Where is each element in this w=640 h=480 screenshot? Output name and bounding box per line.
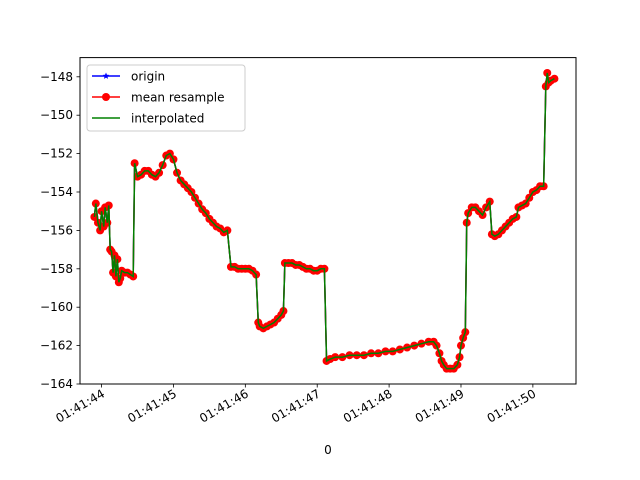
y-tick-label: −154: [40, 185, 73, 199]
y-tick-label: −164: [40, 377, 73, 391]
plot-frame: [79, 57, 577, 385]
legend-star-marker: [102, 72, 110, 79]
legend-circle-marker: [102, 93, 110, 101]
legend-label: interpolated: [131, 112, 204, 126]
legend: origin mean resample interpolated: [86, 64, 246, 132]
y-tick-label: −156: [40, 223, 73, 237]
y-tick-label: −162: [40, 339, 73, 353]
y-tick-label: −152: [40, 147, 73, 161]
y-axis: −148 −150 −152 −154 −156 −158 −160 −162 −164: [40, 70, 80, 391]
plot-series-layer: [90, 68, 559, 373]
legend-box: [86, 64, 246, 132]
x-axis-label: 0: [324, 443, 332, 457]
y-tick-label: −158: [40, 262, 73, 276]
legend-label: origin: [131, 70, 165, 84]
y-tick-label: −150: [40, 108, 73, 122]
legend-label: mean resample: [131, 91, 225, 105]
series-interpolated-line: [93, 72, 555, 370]
y-tick-label: −148: [40, 70, 73, 84]
y-tick-label: −160: [40, 300, 73, 314]
